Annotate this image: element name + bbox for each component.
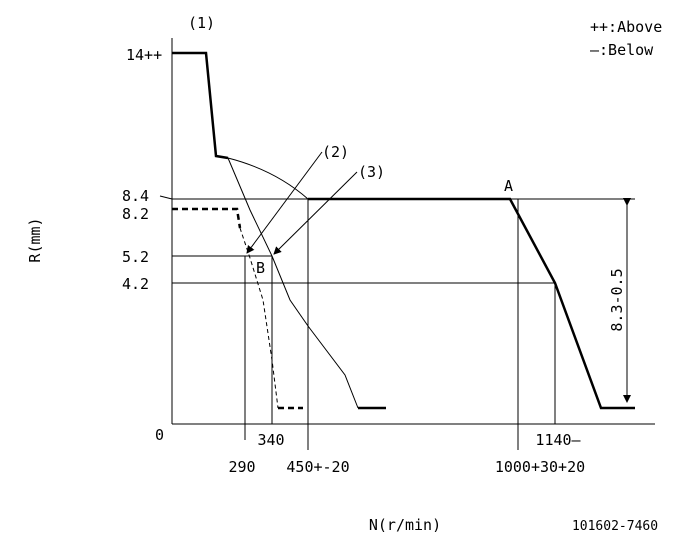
y-label: 4.2 [122,275,149,293]
curves [172,51,635,410]
drawing-code: 101602-7460 [572,519,658,534]
x-axis-title: N(r/min) [369,516,441,534]
guide-lines [172,198,635,450]
callout: (1) [188,14,215,32]
x-label: 1140— [535,431,581,449]
y-label: 0 [155,426,164,444]
x-label: 450+-20 [286,458,349,476]
callout: (2) [322,143,349,161]
leaders [246,151,358,255]
x-label: 1000+30+20 [495,458,585,476]
y-label: 5.2 [122,248,149,266]
callout: A [504,177,513,195]
dimension: 8.3-0.5 [608,268,626,331]
x-label: 290 [228,458,255,476]
y-axis-title: R(mm) [26,217,44,262]
callout: (3) [358,163,385,181]
legend-above: ++:Above [590,18,662,36]
x-label: 340 [257,431,284,449]
y-label: 14++ [126,46,162,64]
y-label: 8.4 [122,187,149,205]
callout: B [256,259,265,277]
axes [159,38,655,425]
y-label: 8.2 [122,205,149,223]
legend-below: —:Below [590,41,654,59]
